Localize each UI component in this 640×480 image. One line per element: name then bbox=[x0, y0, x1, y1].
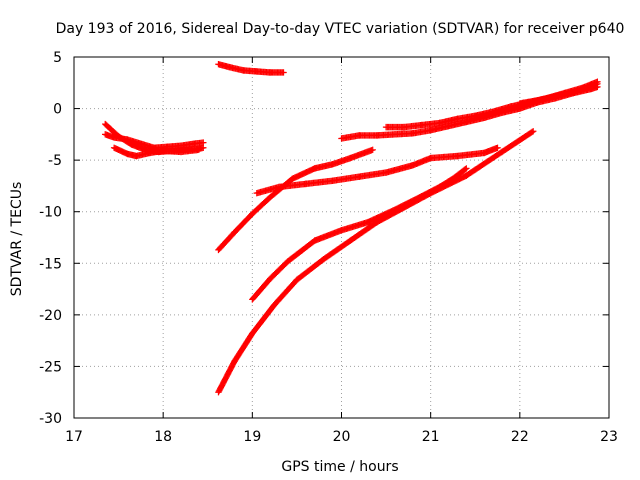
y-tick-label: -5 bbox=[48, 153, 62, 169]
data-track bbox=[215, 146, 376, 254]
data-track bbox=[215, 128, 537, 396]
y-tick-label: 5 bbox=[53, 50, 62, 66]
x-tick-label: 17 bbox=[65, 429, 83, 445]
data-point bbox=[369, 146, 376, 154]
data-point bbox=[594, 80, 601, 88]
data-point bbox=[280, 69, 287, 76]
data-point bbox=[462, 165, 469, 173]
data-point bbox=[200, 144, 207, 151]
grid-lines bbox=[74, 57, 609, 418]
data-track bbox=[516, 80, 601, 107]
x-tick-label: 20 bbox=[333, 429, 351, 445]
data-track bbox=[253, 144, 501, 197]
data-points bbox=[102, 61, 601, 396]
chart-title: Day 193 of 2016, Sidereal Day-to-day VTE… bbox=[56, 21, 625, 37]
y-tick-label: 0 bbox=[53, 102, 62, 118]
data-point bbox=[530, 128, 537, 135]
x-axis-ticks: 17 18 19 20 21 22 23 bbox=[65, 57, 618, 445]
data-point bbox=[195, 146, 203, 154]
y-tick-label: -30 bbox=[39, 411, 62, 427]
data-point bbox=[494, 144, 501, 151]
y-axis-label: SDTVAR / TECUs bbox=[9, 182, 25, 297]
data-track bbox=[215, 61, 287, 76]
data-point bbox=[528, 128, 536, 136]
x-tick-label: 19 bbox=[243, 429, 261, 445]
x-tick-label: 21 bbox=[422, 429, 440, 445]
data-point bbox=[463, 165, 470, 172]
y-tick-label: -20 bbox=[39, 308, 62, 324]
y-tick-label: -10 bbox=[39, 205, 62, 221]
x-tick-label: 22 bbox=[511, 429, 529, 445]
y-tick-label: -25 bbox=[39, 359, 62, 375]
y-tick-label: -15 bbox=[39, 256, 62, 272]
y-axis-ticks: -30 -25 -20 -15 -10 -5 0 5 bbox=[39, 50, 609, 427]
x-tick-label: 18 bbox=[154, 429, 172, 445]
data-track bbox=[110, 144, 203, 160]
x-axis-label: GPS time / hours bbox=[281, 459, 398, 475]
x-tick-label: 23 bbox=[600, 429, 618, 445]
